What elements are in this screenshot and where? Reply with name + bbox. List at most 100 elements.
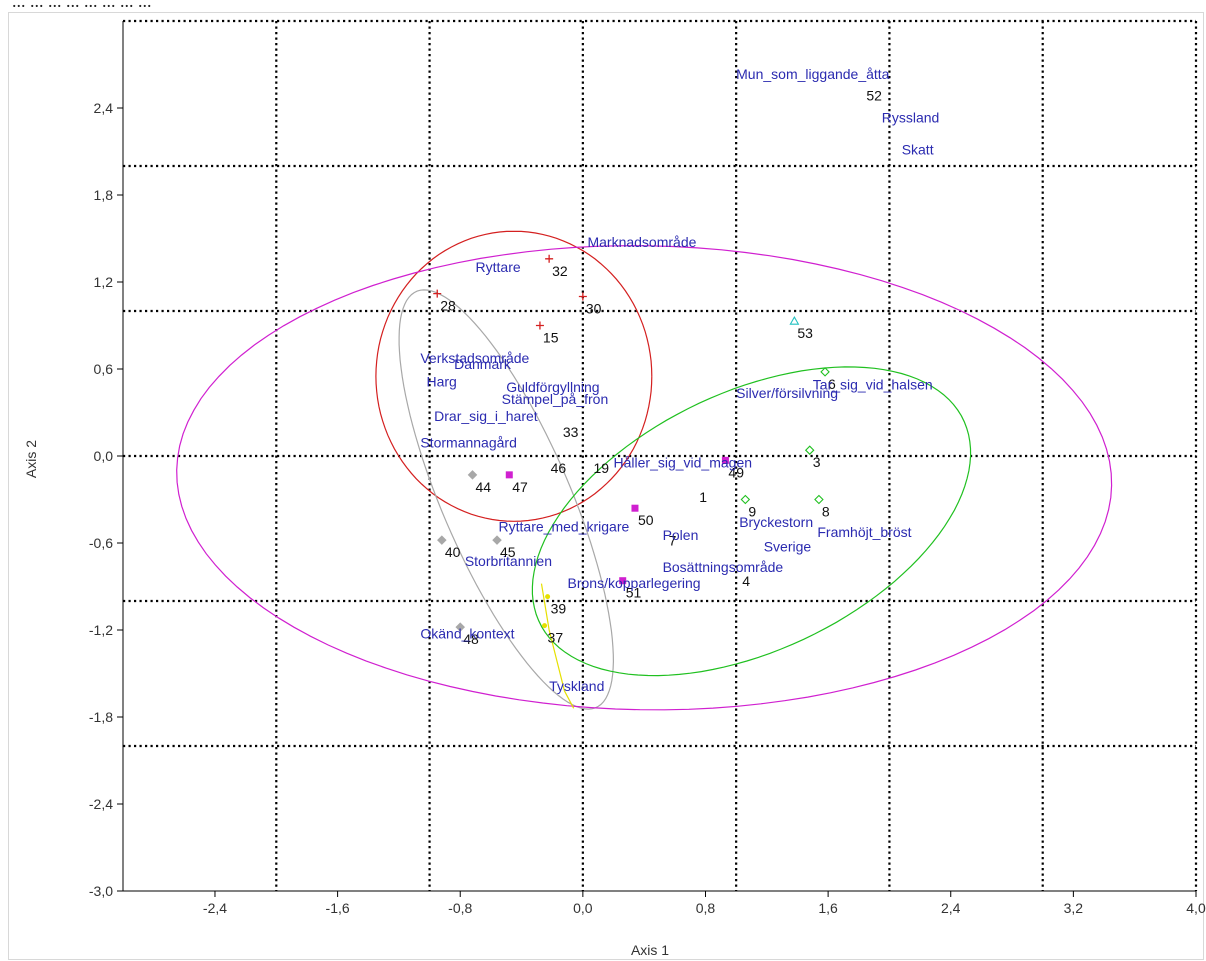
y-tick-label: 1,8 bbox=[94, 187, 114, 203]
point-label-40: 40 bbox=[445, 544, 461, 560]
variable-label: Polen bbox=[663, 527, 699, 543]
variable-label: Skatt bbox=[902, 141, 934, 157]
point-label-44: 44 bbox=[475, 479, 491, 495]
point-label-51: 51 bbox=[626, 585, 642, 601]
y-tick-label: 1,2 bbox=[94, 274, 114, 290]
variable-label: Framhöjt_bröst bbox=[817, 524, 911, 540]
point-marker-49 bbox=[721, 456, 729, 464]
variable-label: Tar_sig_vid_halsen bbox=[813, 376, 933, 392]
variable-label: Brons/kopparlegering bbox=[568, 575, 701, 591]
x-tick-label: -1,6 bbox=[326, 900, 350, 916]
point-marker-44 bbox=[467, 470, 478, 480]
variable-label: Ryssland bbox=[882, 110, 940, 126]
variable-label: Bosättningsområde bbox=[663, 559, 784, 575]
point-marker-3 bbox=[804, 445, 815, 455]
point-marker-51 bbox=[619, 577, 627, 585]
point-label-37: 37 bbox=[548, 630, 564, 646]
variable-label: Mun_som_liggande_åtta bbox=[736, 66, 890, 82]
y-axis-title: Axis 2 bbox=[23, 440, 39, 478]
point-label-4: 4 bbox=[742, 573, 750, 589]
point-label-39: 39 bbox=[551, 601, 567, 617]
point-marker-8 bbox=[814, 494, 824, 505]
point-marker-28 bbox=[433, 289, 442, 298]
y-tick-label: 2,4 bbox=[94, 100, 114, 116]
variable-label: Ryttare bbox=[476, 259, 521, 275]
variable-label: Storbritannien bbox=[465, 553, 552, 569]
axes-layer: -2,4 -1,6 -0,8 0,0 0,8 1,6 2,4 3,2 4,0 2,4 1,8 1,2 0… bbox=[89, 21, 1206, 916]
x-tick-label: 0,8 bbox=[696, 900, 716, 916]
y-tick-label: 0,0 bbox=[94, 448, 114, 464]
point-label-45: 45 bbox=[500, 544, 516, 560]
point-label-46: 46 bbox=[551, 460, 567, 476]
point-label-7: 7 bbox=[669, 533, 677, 549]
variable-label: Ryttare_med_krigare bbox=[499, 518, 630, 534]
point-label-15: 15 bbox=[543, 330, 559, 346]
y-tick-label: 0,6 bbox=[94, 361, 114, 377]
point-marker-50 bbox=[631, 504, 639, 512]
point-marker-53 bbox=[789, 316, 800, 325]
y-tick-label: -0,6 bbox=[89, 535, 113, 551]
y-tick-label: -2,4 bbox=[89, 796, 113, 812]
x-axis-title: Axis 1 bbox=[631, 942, 669, 958]
variable-label: Silver/försilvning bbox=[736, 385, 838, 401]
point-marker-15 bbox=[535, 321, 544, 330]
magenta-ellipse bbox=[176, 245, 1113, 711]
point-label-33: 33 bbox=[563, 424, 579, 440]
point-label-6: 6 bbox=[828, 376, 836, 392]
point-marker-32 bbox=[545, 254, 554, 263]
variable-label: Stormannagård bbox=[420, 434, 517, 450]
point-marker-30 bbox=[578, 292, 587, 301]
chart-frame bbox=[8, 12, 1204, 960]
point-marker-6 bbox=[820, 367, 830, 377]
point-label-30: 30 bbox=[586, 301, 602, 317]
point-label-28: 28 bbox=[440, 298, 456, 314]
point-label-3: 3 bbox=[813, 454, 821, 470]
point-label-9: 9 bbox=[748, 504, 756, 520]
point-marker-37 bbox=[542, 623, 548, 629]
y-tick-label: -1,8 bbox=[89, 709, 113, 725]
variable-label: Sverige bbox=[764, 539, 812, 555]
point-label-8: 8 bbox=[822, 504, 830, 520]
x-tick-label: 3,2 bbox=[1064, 900, 1084, 916]
variable-label: Bryckestorn bbox=[739, 514, 813, 530]
ellipse-layer bbox=[176, 230, 1113, 711]
x-tick-label: 4,0 bbox=[1186, 900, 1206, 916]
variable-label: Harg bbox=[427, 373, 457, 389]
point-label-50: 50 bbox=[638, 512, 654, 528]
top-caption: ... ... ... ... ... ... ... ... bbox=[12, 0, 152, 11]
point-label-1: 1 bbox=[699, 489, 707, 505]
x-tick-label: 2,4 bbox=[941, 900, 961, 916]
point-label-47: 47 bbox=[512, 479, 528, 495]
point-label-19: 19 bbox=[594, 460, 610, 476]
variable-label: Danmark bbox=[454, 356, 512, 372]
variable-label: Okänd_kontext bbox=[420, 626, 514, 642]
y-tick-label: -3,0 bbox=[89, 883, 113, 899]
x-tick-label: -0,8 bbox=[448, 900, 472, 916]
variable-label: Håller_sig_vid_magen bbox=[614, 455, 753, 471]
variable-label: Verkstadsområde bbox=[420, 350, 529, 366]
point-label-53: 53 bbox=[797, 325, 813, 341]
point-marker-45 bbox=[492, 535, 502, 545]
yellow-group-line bbox=[540, 583, 575, 709]
x-tick-label: -2,4 bbox=[203, 900, 227, 916]
y-tick-label: -1,2 bbox=[89, 622, 113, 638]
point-label-48: 48 bbox=[463, 631, 479, 647]
marker-layer bbox=[433, 254, 830, 632]
grey-ellipse bbox=[398, 289, 615, 710]
point-marker-39 bbox=[545, 594, 551, 600]
variable-label: Tyskland bbox=[549, 678, 604, 694]
x-tick-label: 1,6 bbox=[818, 900, 838, 916]
variable-label: Guldförgyllning bbox=[506, 379, 599, 395]
green-ellipse bbox=[531, 366, 972, 677]
point-marker-47 bbox=[505, 471, 513, 479]
point-marker-48 bbox=[455, 622, 466, 632]
red-ellipse bbox=[375, 230, 653, 522]
variable-label: Stämpel_på_fron bbox=[502, 391, 609, 407]
variable-label: Drar_sig_i_haret bbox=[434, 408, 538, 424]
point-marker-9 bbox=[740, 494, 751, 505]
variable-label: Marknadsområde bbox=[587, 234, 696, 250]
point-label-49: 49 bbox=[728, 464, 744, 480]
grid-layer bbox=[123, 19, 1198, 891]
